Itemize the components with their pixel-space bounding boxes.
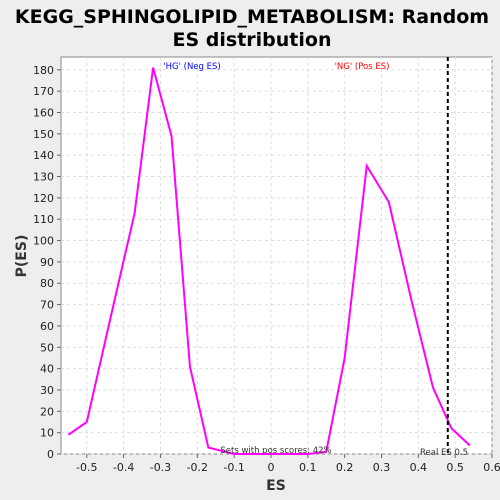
y-tick-label: 70 — [40, 299, 54, 312]
y-tick-label: 120 — [33, 192, 54, 205]
x-tick-label: 0.4 — [410, 461, 428, 474]
x-tick-label: -0.4 — [113, 461, 134, 474]
x-tick-label: -0.5 — [76, 461, 97, 474]
chart-title-line1: KEGG_SPHINGOLIPID_METABOLISM: Random — [15, 6, 489, 28]
y-tick-label: 80 — [40, 277, 54, 290]
series-layer — [67, 57, 471, 455]
x-tick-label: -0.1 — [223, 461, 244, 474]
y-tick-label: 110 — [33, 213, 54, 226]
x-tick-label: 0.1 — [299, 461, 317, 474]
y-tick-label: 10 — [40, 427, 54, 440]
es-distribution-line — [67, 67, 471, 455]
y-tick-label: 140 — [33, 149, 54, 162]
x-tick-label: -0.2 — [187, 461, 208, 474]
pos-es-label: 'NG' (Pos ES) — [335, 62, 390, 72]
x-axis-label: ES — [266, 478, 286, 494]
plot-area — [60, 56, 493, 455]
y-tick-label: 20 — [40, 405, 54, 418]
y-tick-label: 90 — [40, 256, 54, 269]
y-tick-label: 170 — [33, 85, 54, 98]
gridlines — [61, 57, 493, 455]
y-tick-label: 180 — [33, 64, 54, 77]
x-tick-label: 0.2 — [336, 461, 354, 474]
y-axis-label: P(ES) — [14, 235, 30, 278]
y-tick-label: 160 — [33, 106, 54, 119]
x-tick-label: 0.6 — [483, 461, 500, 474]
chart-title-line2: ES distribution — [173, 29, 332, 51]
real-es-text: Real ES 0.5 — [420, 448, 468, 458]
y-tick-label: 60 — [40, 320, 54, 333]
x-tick-label: 0.3 — [373, 461, 391, 474]
x-tick-label: -0.3 — [150, 461, 171, 474]
y-tick-label: 30 — [40, 384, 54, 397]
neg-es-label: 'HG' (Neg ES) — [163, 62, 220, 72]
y-tick-label: 40 — [40, 363, 54, 376]
x-tick-label: 0.5 — [446, 461, 464, 474]
axis-ticks: -0.5 -0.4 -0.3 -0.2 -0.1 0 0.1 0.2 0.3 0.4 0.5 0.6 0… — [33, 64, 500, 474]
x-tick-label: 0 — [267, 461, 274, 474]
y-tick-label: 150 — [33, 128, 54, 141]
y-tick-label: 50 — [40, 341, 54, 354]
y-tick-label: 0 — [47, 448, 54, 461]
y-tick-label: 130 — [33, 171, 54, 184]
pos-scores-text: Sets with pos scores: 42% — [220, 446, 331, 456]
y-tick-label: 100 — [33, 235, 54, 248]
